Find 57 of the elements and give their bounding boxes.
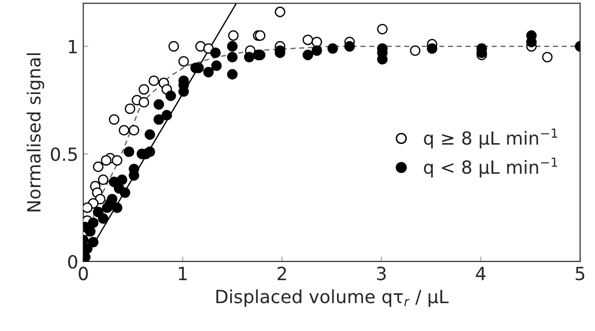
legend-label: q < 8 μL min$^{−1}$ bbox=[424, 158, 558, 178]
x-tick-label: 5 bbox=[576, 266, 584, 280]
point bbox=[302, 50, 314, 60]
point bbox=[344, 41, 355, 52]
point bbox=[203, 66, 214, 78]
point bbox=[410, 45, 420, 56]
x-tick-label: 4 bbox=[476, 266, 486, 280]
y-axis-title: Normalised signal bbox=[26, 53, 44, 212]
point bbox=[377, 24, 388, 34]
point bbox=[244, 52, 255, 62]
x-tick-label: 3 bbox=[377, 266, 386, 280]
x-axis-title: Displaced volume qτ$_{r}$ / μL bbox=[216, 289, 449, 307]
point bbox=[148, 75, 160, 86]
point bbox=[98, 213, 108, 224]
point bbox=[92, 162, 104, 172]
point bbox=[100, 155, 112, 166]
y-tick-label: 0 bbox=[68, 254, 78, 269]
point bbox=[542, 52, 553, 62]
point bbox=[118, 124, 130, 136]
point bbox=[144, 129, 156, 140]
point bbox=[210, 48, 221, 58]
point bbox=[211, 60, 222, 71]
x-tick-label: 2 bbox=[278, 266, 286, 280]
point bbox=[302, 34, 314, 46]
point bbox=[312, 45, 322, 56]
point bbox=[154, 99, 164, 110]
point bbox=[168, 41, 180, 52]
y-tick-label: 0.5 bbox=[50, 147, 77, 162]
point bbox=[227, 52, 238, 62]
point bbox=[161, 110, 172, 120]
point bbox=[83, 202, 93, 213]
point bbox=[228, 30, 239, 41]
point bbox=[227, 41, 238, 52]
point bbox=[112, 202, 122, 213]
point bbox=[178, 56, 189, 67]
point bbox=[154, 114, 164, 125]
point bbox=[124, 103, 136, 114]
point bbox=[312, 36, 322, 48]
x-tick-label: 1 bbox=[178, 266, 187, 280]
point bbox=[88, 236, 99, 248]
legend-label: q ≥ 8 μL min$^{−1}$ bbox=[424, 128, 558, 148]
point bbox=[114, 183, 124, 194]
point bbox=[327, 43, 338, 54]
point bbox=[124, 146, 134, 158]
point bbox=[227, 69, 238, 80]
point bbox=[138, 96, 150, 108]
point bbox=[102, 202, 112, 213]
point bbox=[165, 90, 176, 102]
point bbox=[108, 114, 120, 125]
point bbox=[138, 84, 150, 95]
point bbox=[426, 43, 438, 54]
x-tick-label: 0 bbox=[78, 266, 88, 280]
point bbox=[112, 155, 122, 166]
y-tick-label: 1 bbox=[68, 40, 77, 54]
point bbox=[98, 174, 108, 186]
point bbox=[128, 124, 140, 136]
point bbox=[274, 6, 286, 18]
